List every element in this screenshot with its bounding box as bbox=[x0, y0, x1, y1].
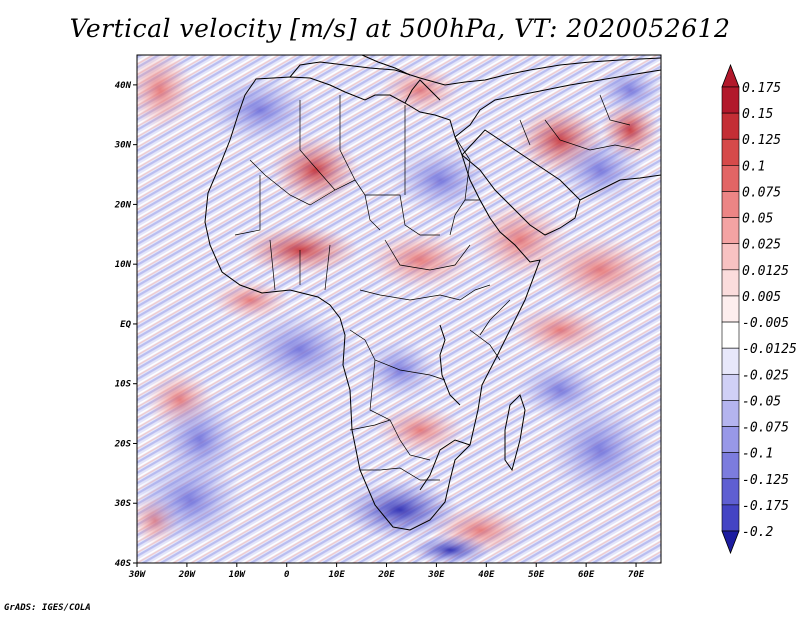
lat-tick-label: 20N bbox=[114, 200, 132, 210]
colorbar-label: -0.05 bbox=[742, 394, 781, 409]
longitude-axis: 30W 20W 10W 0 10E 20E 30E 40E 50E 60E 70E bbox=[128, 563, 645, 580]
lon-tick-label: 0 bbox=[284, 570, 290, 580]
colorbar-swatch bbox=[721, 138, 740, 166]
colorbar-swatch bbox=[721, 321, 740, 349]
colorbar-swatch bbox=[721, 243, 740, 271]
colorbar-label: 0.15 bbox=[742, 107, 773, 122]
colorbar-swatch bbox=[721, 191, 740, 218]
colorbar: 0.175 0.15 0.125 0.1 0.075 0.05 0.025 0.0125 0.0… bbox=[721, 63, 797, 555]
lat-tick-label: EQ bbox=[120, 320, 131, 330]
lon-tick-label: 30E bbox=[427, 570, 445, 580]
colorbar-swatch bbox=[721, 504, 740, 532]
colorbar-label: -0.025 bbox=[742, 368, 789, 383]
colorbar-label: -0.0125 bbox=[742, 342, 797, 357]
latitude-axis: 40N 30N 20N 10N EQ 10S 20S 30S 40S bbox=[114, 81, 137, 569]
colorbar-swatch bbox=[721, 452, 740, 480]
lon-tick-label: 60E bbox=[578, 570, 595, 580]
colorbar-top-triangle bbox=[721, 63, 740, 88]
colorbar-label: 0.125 bbox=[742, 133, 781, 148]
colorbar-label: 0.05 bbox=[742, 212, 773, 227]
lat-tick-label: 40N bbox=[115, 81, 132, 91]
colorbar-swatch bbox=[721, 86, 740, 114]
colorbar-label: -0.2 bbox=[742, 525, 773, 540]
colorbar-swatch bbox=[721, 478, 740, 506]
colorbar-label: 0.1 bbox=[742, 159, 765, 174]
lon-tick-label: 20E bbox=[377, 570, 395, 580]
colorbar-swatch bbox=[721, 269, 740, 297]
colorbar-label: -0.175 bbox=[742, 499, 789, 514]
colorbar-swatch bbox=[721, 426, 740, 453]
colorbar-swatch bbox=[721, 347, 740, 375]
colorbar-label: -0.125 bbox=[742, 473, 789, 488]
map-frame bbox=[136, 54, 662, 564]
lon-tick-label: 50E bbox=[528, 570, 545, 580]
lat-tick-label: 20S bbox=[114, 439, 132, 449]
colorbar-swatch bbox=[721, 165, 740, 192]
colorbar-label: 0.075 bbox=[742, 185, 781, 200]
lat-tick-label: 10S bbox=[115, 380, 132, 390]
velocity-field bbox=[137, 55, 661, 563]
colorbar-label: -0.075 bbox=[742, 421, 789, 436]
colorbar-label: 0.0125 bbox=[742, 264, 789, 279]
lon-tick-label: 10W bbox=[229, 570, 247, 580]
lat-tick-label: 30S bbox=[114, 499, 132, 509]
map-title: Vertical velocity [m/s] at 500hPa, VT: 2… bbox=[69, 14, 731, 43]
grads-credit: GrADS: IGES/COLA bbox=[4, 603, 91, 613]
colorbar-label: -0.005 bbox=[742, 316, 789, 331]
colorbar-label: 0.025 bbox=[742, 238, 781, 253]
lon-tick-label: 10E bbox=[328, 570, 345, 580]
colorbar-swatch bbox=[721, 112, 740, 140]
colorbar-label: -0.1 bbox=[742, 447, 773, 462]
colorbar-swatch bbox=[721, 217, 740, 245]
colorbar-bottom-triangle bbox=[721, 530, 740, 555]
lon-tick-label: 70E bbox=[628, 570, 645, 580]
country-borders bbox=[234, 94, 641, 481]
colorbar-label: 0.005 bbox=[742, 290, 781, 305]
lat-tick-label: 30N bbox=[114, 141, 132, 151]
colorbar-swatch bbox=[721, 373, 740, 401]
lon-tick-label: 30W bbox=[128, 570, 147, 580]
lon-tick-label: 40E bbox=[478, 570, 495, 580]
colorbar-label: 0.175 bbox=[742, 81, 781, 96]
lat-tick-label: 10N bbox=[115, 260, 132, 270]
lat-tick-label: 40S bbox=[115, 559, 132, 569]
colorbar-swatch bbox=[721, 400, 740, 427]
lon-tick-label: 20W bbox=[178, 570, 197, 580]
colorbar-swatch bbox=[721, 295, 740, 323]
